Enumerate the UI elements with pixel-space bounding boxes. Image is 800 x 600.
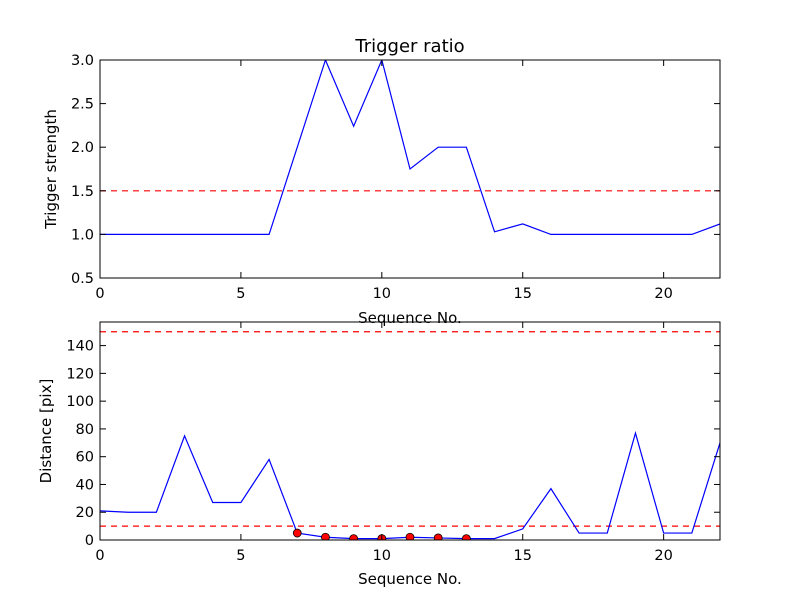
y-tick-label: 0 <box>85 533 94 549</box>
y-tick-label: 0.5 <box>71 271 94 287</box>
x-tick-label: 5 <box>236 286 245 302</box>
x-tick-label: 0 <box>95 286 104 302</box>
plot-frame <box>99 59 721 279</box>
x-axis-label: Sequence No. <box>358 309 462 327</box>
x-tick-label: 10 <box>373 548 391 564</box>
y-tick-label: 3.0 <box>71 53 94 69</box>
x-tick-label: 20 <box>654 286 672 302</box>
y-tick-label: 140 <box>66 339 94 355</box>
x-tick-label: 5 <box>236 548 245 564</box>
series-line <box>100 430 720 540</box>
x-tick-label: 15 <box>514 548 532 564</box>
y-tick-label: 2.5 <box>71 97 94 113</box>
x-tick-label: 15 <box>514 286 532 302</box>
y-axis-label: Trigger strength <box>42 109 60 230</box>
chart-title: Trigger ratio <box>354 36 464 57</box>
trigger-ratio-chart: Trigger ratio 0 5 10 15 20 0.5 1.0 1.5 2.0 2.5 3.0… <box>42 36 721 327</box>
x-tick-label: 0 <box>95 548 104 564</box>
x-tick-label: 20 <box>654 548 672 564</box>
y-axis-label: Distance [pix] <box>37 379 55 484</box>
plot-frame <box>99 321 721 541</box>
data-point-marker <box>461 534 471 540</box>
x-tick-label: 10 <box>373 286 391 302</box>
data-point-marker <box>292 528 302 538</box>
x-axis-label: Sequence No. <box>358 570 462 588</box>
y-tick-label: 40 <box>76 477 94 493</box>
y-tick-label: 1.5 <box>71 184 94 200</box>
data-point-marker <box>321 532 330 540</box>
y-tick-label: 2.0 <box>71 140 94 156</box>
y-tick-label: 120 <box>66 366 94 382</box>
data-point-marker <box>405 532 415 540</box>
data-point-marker <box>433 533 443 540</box>
y-tick-label: 80 <box>76 422 94 438</box>
y-tick-label: 60 <box>76 450 94 466</box>
y-tick-label: 1.0 <box>71 227 94 243</box>
series-line <box>100 60 720 235</box>
y-tick-label: 100 <box>66 394 94 410</box>
data-point-marker <box>349 534 359 540</box>
y-tick-label: 20 <box>76 505 94 521</box>
